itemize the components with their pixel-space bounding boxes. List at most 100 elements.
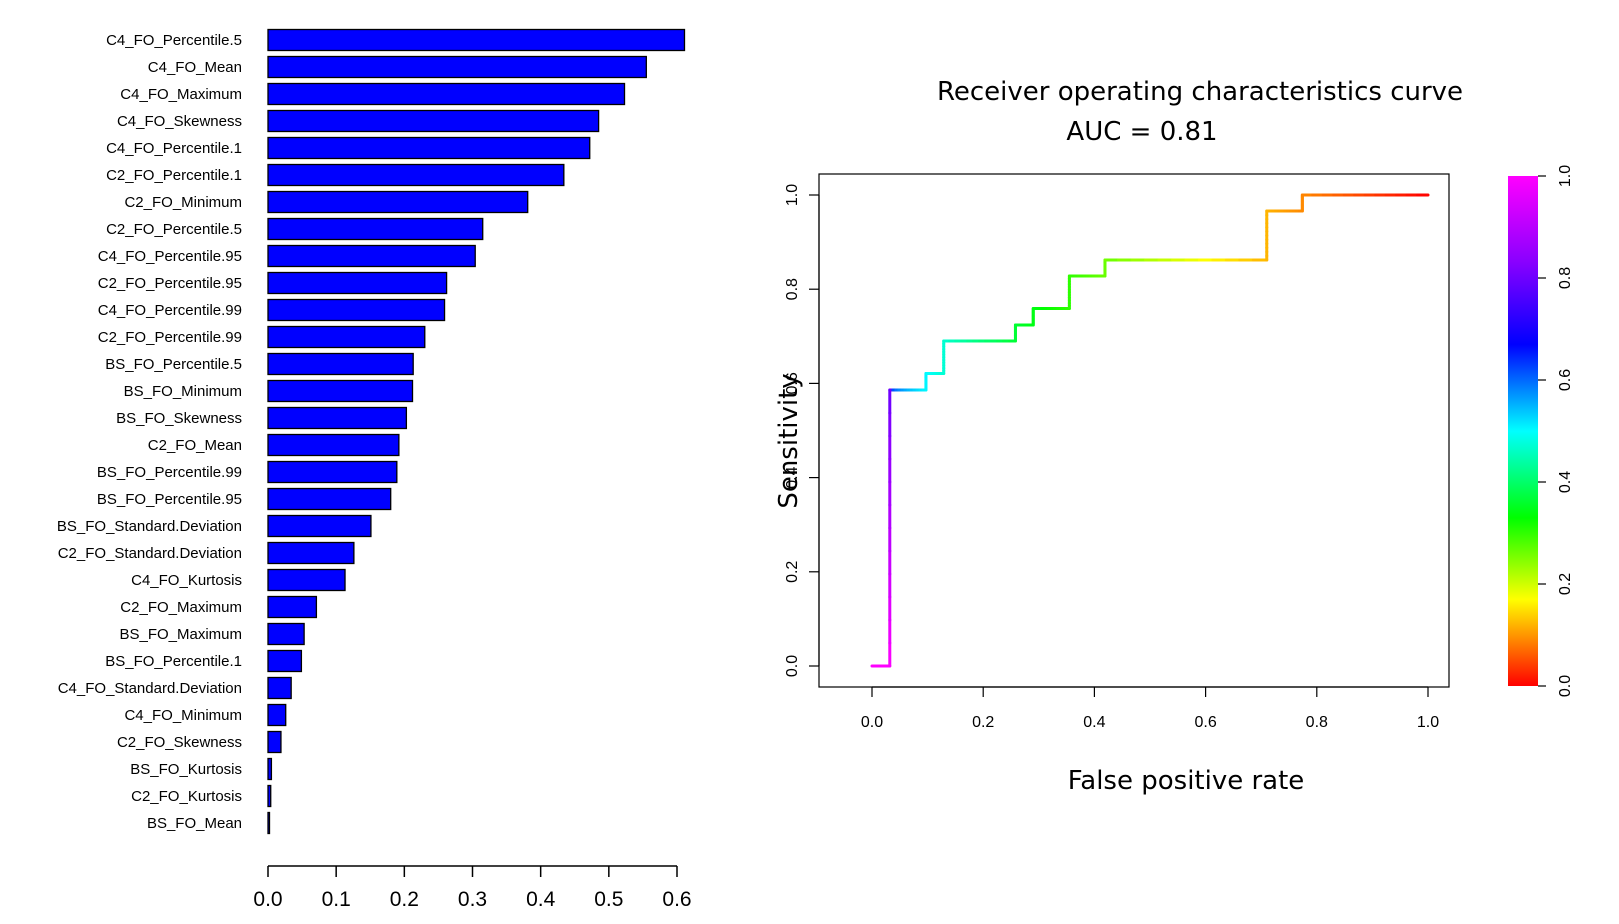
- bar: [267, 163, 565, 187]
- bar: [267, 379, 414, 403]
- colorbar-ticks: 0.0 0.2 0.4 0.6 0.8 1.0: [1538, 165, 1574, 697]
- roc-y-tick-label: 0.8: [784, 278, 801, 300]
- roc-x-tick-label: 0.0: [861, 714, 883, 731]
- bar-label: C2_FO_Mean: [148, 437, 242, 454]
- colorbar-tick-label: 1.0: [1557, 165, 1574, 187]
- bar: [267, 595, 318, 619]
- bar-label: C2_FO_Percentile.5: [106, 221, 242, 238]
- bar-x-tick-label: 0.6: [662, 888, 691, 911]
- bar: [267, 649, 303, 673]
- bar-label: C4_FO_Percentile.99: [98, 302, 242, 319]
- bar: [267, 271, 448, 295]
- roc-y-tick-label: 0.0: [784, 655, 801, 677]
- bar: [267, 190, 529, 214]
- bar-label: C4_FO_Kurtosis: [131, 572, 242, 589]
- roc-y-tick-label: 0.4: [784, 466, 801, 488]
- bar: [267, 730, 282, 754]
- colorbar: 0.0 0.2 0.4 0.6 0.8 1.0: [1508, 165, 1574, 697]
- bar-label: C4_FO_Standard.Deviation: [58, 680, 242, 697]
- roc-y-tick-label: 0.2: [784, 561, 801, 583]
- roc-auc-subtitle: AUC = 0.81: [1066, 117, 1217, 147]
- bar: [267, 784, 272, 808]
- bar-x-axis: 0.0 0.1 0.2 0.3 0.4 0.5 0.6: [253, 865, 692, 911]
- bar-label: C4_FO_Percentile.5: [106, 32, 242, 49]
- bar-label: C4_FO_Skewness: [117, 113, 242, 130]
- bar: [267, 352, 414, 376]
- bar-x-tick-label: 0.0: [253, 888, 282, 911]
- bar-label: C4_FO_Percentile.1: [106, 140, 242, 157]
- bar-label: BS_FO_Percentile.1: [105, 653, 242, 670]
- bar-label: C2_FO_Skewness: [117, 734, 242, 751]
- bar: [267, 811, 271, 835]
- colorbar-tick-label: 0.2: [1557, 573, 1574, 595]
- bar-label: BS_FO_Kurtosis: [130, 761, 242, 778]
- bar-label: C2_FO_Percentile.1: [106, 167, 242, 184]
- bar: [267, 55, 647, 79]
- bar: [267, 406, 408, 430]
- roc-x-tick-label: 0.6: [1194, 714, 1216, 731]
- bar-label: C2_FO_Standard.Deviation: [58, 545, 242, 562]
- feature-importance-bar-chart: C4_FO_Percentile.5 C4_FO_Mean C4_FO_Maximu…: [57, 28, 692, 911]
- roc-x-tick-label: 1.0: [1417, 714, 1439, 731]
- colorbar-tick-label: 0.0: [1557, 675, 1574, 697]
- roc-curve-line: [870, 193, 1430, 668]
- bar-label: C2_FO_Maximum: [120, 599, 242, 616]
- bar-x-tick-label: 0.1: [322, 888, 351, 911]
- bar: [267, 217, 484, 241]
- roc-x-axis: 0.0 0.2 0.4 0.6 0.8 1.0: [861, 686, 1439, 731]
- bars: [267, 28, 686, 835]
- roc-y-tick-label: 1.0: [784, 184, 801, 206]
- bar-label: C4_FO_Percentile.95: [98, 248, 242, 265]
- bar: [267, 109, 600, 133]
- bar-label: C2_FO_Minimum: [124, 194, 242, 211]
- bar-label: BS_FO_Percentile.99: [97, 464, 242, 481]
- bar: [267, 676, 292, 700]
- roc-x-tick-label: 0.8: [1306, 714, 1328, 731]
- bar-category-labels: C4_FO_Percentile.5 C4_FO_Mean C4_FO_Maximu…: [57, 32, 242, 832]
- roc-y-tick-label: 0.6: [784, 372, 801, 394]
- bar: [267, 82, 626, 106]
- colorbar-gradient: [1508, 176, 1538, 686]
- bar-x-tick-label: 0.2: [390, 888, 419, 911]
- roc-chart: Receiver operating characteristics curve…: [774, 77, 1574, 796]
- roc-y-axis: 0.0 0.2 0.4 0.6 0.8 1.0: [784, 184, 820, 677]
- roc-plot-frame: [818, 173, 1450, 688]
- bar: [267, 757, 273, 781]
- bar-label: C4_FO_Minimum: [124, 707, 242, 724]
- roc-y-axis-label: Sensitivity: [774, 373, 804, 508]
- bar: [267, 568, 346, 592]
- bar-label: C4_FO_Mean: [148, 59, 242, 76]
- bar: [267, 703, 287, 727]
- bar-label: BS_FO_Standard.Deviation: [57, 518, 242, 535]
- bar-label: BS_FO_Maximum: [119, 626, 242, 643]
- bar-label: C4_FO_Maximum: [120, 86, 242, 103]
- bar: [267, 244, 476, 268]
- bar: [267, 136, 591, 160]
- roc-x-axis-label: False positive rate: [1068, 766, 1305, 796]
- bar-x-tick-label: 0.5: [594, 888, 623, 911]
- bar-label: BS_FO_Skewness: [116, 410, 242, 427]
- roc-title: Receiver operating characteristics curve: [937, 77, 1463, 107]
- bar-label: BS_FO_Percentile.95: [97, 491, 242, 508]
- bar-label: BS_FO_Percentile.5: [105, 356, 242, 373]
- bar-label: BS_FO_Minimum: [124, 383, 242, 400]
- bar: [267, 433, 400, 457]
- bar: [267, 460, 398, 484]
- bar: [267, 325, 426, 349]
- bar-label: C2_FO_Kurtosis: [131, 788, 242, 805]
- colorbar-tick-label: 0.6: [1557, 369, 1574, 391]
- bar: [267, 487, 392, 511]
- bar-label: C2_FO_Percentile.99: [98, 329, 242, 346]
- roc-x-tick-label: 0.2: [972, 714, 994, 731]
- colorbar-tick-label: 0.8: [1557, 267, 1574, 289]
- bar: [267, 298, 446, 322]
- bar: [267, 28, 686, 52]
- colorbar-tick-label: 0.4: [1557, 471, 1574, 493]
- bar-x-tick-label: 0.4: [526, 888, 556, 911]
- bar-label: C2_FO_Percentile.95: [98, 275, 242, 292]
- roc-x-tick-label: 0.4: [1083, 714, 1105, 731]
- bar-label: BS_FO_Mean: [147, 815, 242, 832]
- bar: [267, 514, 372, 538]
- bar-x-tick-label: 0.3: [458, 888, 487, 911]
